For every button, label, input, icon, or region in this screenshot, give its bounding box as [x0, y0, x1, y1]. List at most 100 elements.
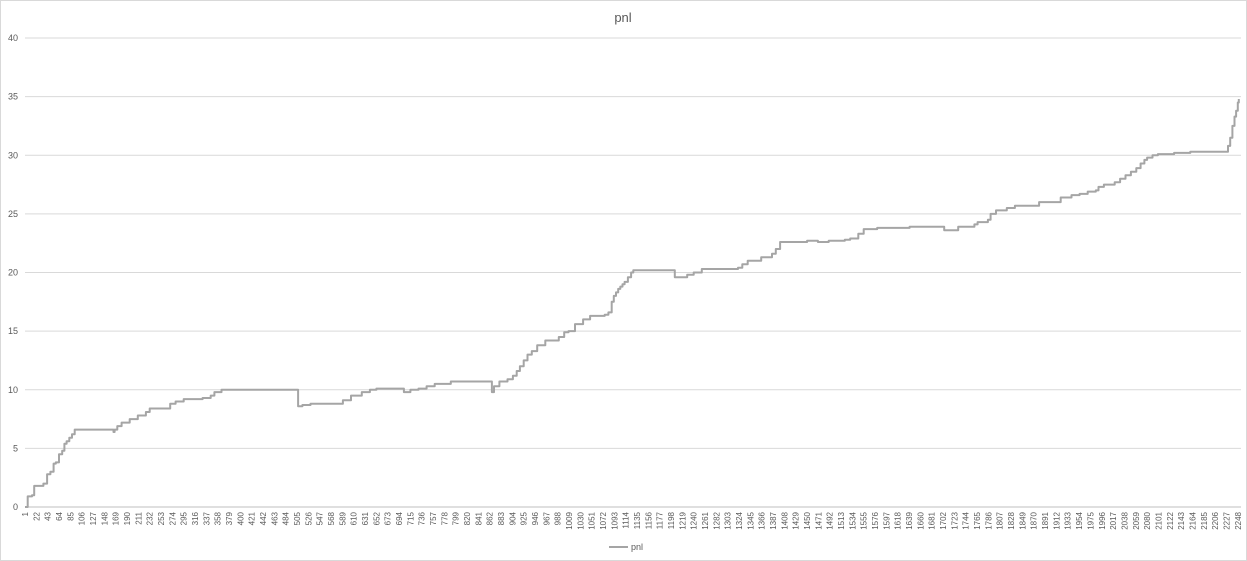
x-tick-label: 2059: [1132, 511, 1141, 529]
x-tick-label: 211: [134, 511, 143, 524]
x-tick-label: 316: [191, 511, 200, 525]
x-tick-label: 2080: [1143, 511, 1152, 529]
y-tick-label: 40: [8, 33, 18, 43]
series-lines: [25, 99, 1240, 508]
x-tick-label: 841: [474, 511, 483, 525]
x-tick-label: 1366: [758, 511, 767, 529]
x-tick-label: 190: [123, 511, 132, 525]
x-tick-label: 925: [520, 511, 529, 525]
x-tick-label: 379: [225, 511, 234, 525]
x-tick-label: 1345: [746, 511, 755, 529]
x-tick-label: 148: [100, 511, 109, 525]
x-tick-label: 1156: [644, 511, 653, 529]
x-tick-label: 1828: [1007, 511, 1016, 529]
x-tick-label: 988: [554, 511, 563, 525]
x-tick-label: 232: [146, 511, 155, 525]
x-tick-label: 1849: [1018, 511, 1027, 529]
x-tick-label: 484: [282, 511, 291, 525]
x-tick-label: 715: [406, 511, 415, 525]
x-tick-label: 253: [157, 511, 166, 525]
x-tick-label: 820: [463, 511, 472, 525]
y-tick-label: 25: [8, 209, 18, 219]
x-tick-label: 1471: [814, 511, 823, 529]
gridlines: [25, 37, 1241, 449]
x-tick-label: 1555: [860, 511, 869, 529]
x-tick-label: 904: [508, 511, 517, 525]
x-tick-label: 505: [293, 511, 302, 525]
x-tick-label: 106: [78, 511, 87, 525]
x-tick-label: 1870: [1030, 511, 1039, 529]
x-tick-label: 1282: [712, 511, 721, 529]
x-tick-label: 2038: [1120, 511, 1129, 529]
x-tick-label: 295: [180, 511, 189, 525]
x-tick-label: 883: [497, 511, 506, 525]
x-tick-label: 526: [304, 511, 313, 525]
y-tick-label: 20: [8, 268, 18, 278]
x-tick-label: 736: [418, 511, 427, 525]
y-tick-label: 0: [13, 502, 18, 512]
x-tick-label: 946: [531, 511, 540, 525]
x-tick-label: 1387: [769, 511, 778, 529]
x-tick-label: 1681: [928, 511, 937, 529]
x-tick-label: 1513: [837, 511, 846, 529]
x-tick-label: 589: [338, 511, 347, 525]
legend-label-pnl: pnl: [631, 542, 643, 552]
y-tick-label: 15: [8, 326, 18, 336]
x-tick-label: 85: [66, 511, 75, 520]
x-tick-label: 1786: [984, 511, 993, 529]
x-tick-label: 274: [168, 511, 177, 525]
x-tick-label: 694: [395, 511, 404, 525]
x-tick-label: 2206: [1211, 511, 1220, 529]
x-tick-label: 1996: [1098, 511, 1107, 529]
x-tick-label: 862: [486, 511, 495, 525]
x-tick-label: 2143: [1177, 511, 1186, 529]
x-tick-label: 547: [316, 511, 325, 525]
x-tick-label: 1177: [656, 511, 665, 529]
x-tick-label: 1051: [588, 511, 597, 529]
x-tick-label: 1093: [610, 511, 619, 529]
x-tick-label: 1744: [962, 511, 971, 529]
x-tick-label: 757: [429, 511, 438, 525]
x-tick-label: 2185: [1200, 511, 1209, 529]
x-tick-label: 1450: [803, 511, 812, 529]
x-tick-label: 1618: [894, 511, 903, 529]
x-tick-label: 64: [55, 511, 64, 520]
x-tick-label: 1240: [690, 511, 699, 529]
x-tick-label: 2101: [1154, 511, 1163, 529]
x-tick-label: 1030: [576, 511, 585, 529]
x-tick-label: 169: [112, 511, 121, 525]
y-axis-tick-labels: 0 5 10 15 20 25 30 35 40: [8, 33, 18, 512]
x-tick-label: 1408: [780, 511, 789, 529]
x-tick-label: 610: [350, 511, 359, 525]
x-tick-label: 1: [21, 511, 30, 516]
x-tick-label: 1639: [905, 511, 914, 529]
x-tick-label: 1009: [565, 511, 574, 529]
legend: pnl: [609, 542, 643, 552]
x-tick-label: 337: [202, 511, 211, 525]
x-tick-label: 1198: [667, 511, 676, 529]
x-tick-label: 1492: [826, 511, 835, 529]
x-tick-label: 358: [214, 511, 223, 525]
x-tick-label: 778: [440, 511, 449, 525]
x-tick-label: 1303: [724, 511, 733, 529]
x-tick-label: 1954: [1075, 511, 1084, 529]
x-tick-label: 127: [89, 511, 98, 525]
x-tick-label: 1912: [1052, 511, 1061, 529]
x-tick-label: 2248: [1234, 511, 1243, 529]
y-tick-label: 30: [8, 150, 18, 160]
x-tick-label: 2122: [1166, 511, 1175, 529]
x-tick-label: 1933: [1064, 511, 1073, 529]
x-tick-label: 1261: [701, 511, 710, 529]
y-tick-label: 10: [8, 385, 18, 395]
x-tick-label: 1660: [916, 511, 925, 529]
x-tick-label: 1597: [882, 511, 891, 529]
x-tick-label: 43: [44, 511, 53, 520]
x-tick-label: 1114: [622, 511, 631, 528]
x-tick-label: 22: [32, 511, 41, 520]
x-tick-label: 1135: [633, 511, 642, 529]
x-tick-label: 1219: [678, 511, 687, 529]
x-tick-label: 631: [361, 511, 370, 525]
x-tick-label: 1534: [848, 511, 857, 529]
x-axis-tick-labels: 1 22 43 64 85 106 127 148 169 190 211 232 253 274 295 3…: [21, 511, 1243, 529]
